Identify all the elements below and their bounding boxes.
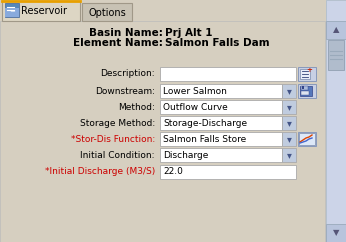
Text: *Stor-Dis Function:: *Stor-Dis Function: <box>71 135 155 144</box>
Text: ▾: ▾ <box>286 102 291 112</box>
Text: Reservoir: Reservoir <box>21 6 67 16</box>
FancyBboxPatch shape <box>298 84 316 98</box>
FancyBboxPatch shape <box>282 116 296 130</box>
Text: Method:: Method: <box>118 103 155 112</box>
FancyBboxPatch shape <box>160 148 282 162</box>
FancyBboxPatch shape <box>160 165 296 179</box>
Text: ▲: ▲ <box>333 25 339 35</box>
FancyBboxPatch shape <box>160 84 282 98</box>
Text: Options: Options <box>88 8 126 18</box>
Text: ▾: ▾ <box>286 150 291 160</box>
FancyBboxPatch shape <box>326 21 346 39</box>
FancyBboxPatch shape <box>282 132 296 146</box>
Text: Outflow Curve: Outflow Curve <box>163 103 228 112</box>
Text: Salmon Falls Store: Salmon Falls Store <box>163 135 246 144</box>
FancyBboxPatch shape <box>2 1 80 21</box>
FancyBboxPatch shape <box>301 91 309 95</box>
Text: Storage Method:: Storage Method: <box>80 119 155 128</box>
Text: Lower Salmon: Lower Salmon <box>163 86 227 96</box>
FancyBboxPatch shape <box>160 67 296 81</box>
Text: Description:: Description: <box>100 69 155 78</box>
Text: ▼: ▼ <box>333 228 339 237</box>
FancyBboxPatch shape <box>326 224 346 242</box>
FancyBboxPatch shape <box>160 116 282 130</box>
FancyBboxPatch shape <box>282 100 296 114</box>
Text: Prj Alt 1: Prj Alt 1 <box>165 28 212 38</box>
Text: Discharge: Discharge <box>163 151 208 159</box>
Text: *Initial Discharge (M3/S): *Initial Discharge (M3/S) <box>45 167 155 176</box>
FancyBboxPatch shape <box>5 3 19 17</box>
Text: ▾: ▾ <box>286 134 291 144</box>
Text: ▾: ▾ <box>286 118 291 128</box>
Text: Element Name:: Element Name: <box>73 38 163 48</box>
Text: Storage-Discharge: Storage-Discharge <box>163 119 247 128</box>
Text: Initial Condition:: Initial Condition: <box>81 151 155 159</box>
FancyBboxPatch shape <box>282 84 296 98</box>
Text: ▾: ▾ <box>286 86 291 96</box>
FancyBboxPatch shape <box>299 133 315 145</box>
FancyBboxPatch shape <box>328 40 344 70</box>
Text: +: + <box>306 67 312 73</box>
FancyBboxPatch shape <box>326 0 346 242</box>
Text: 22.0: 22.0 <box>163 167 183 176</box>
FancyBboxPatch shape <box>298 67 316 81</box>
FancyBboxPatch shape <box>302 86 304 89</box>
FancyBboxPatch shape <box>300 69 310 79</box>
FancyBboxPatch shape <box>160 100 282 114</box>
FancyBboxPatch shape <box>0 21 325 242</box>
FancyBboxPatch shape <box>160 132 282 146</box>
Text: Basin Name:: Basin Name: <box>89 28 163 38</box>
FancyBboxPatch shape <box>300 86 312 96</box>
Text: ~: ~ <box>9 9 15 15</box>
FancyBboxPatch shape <box>5 8 19 17</box>
FancyBboxPatch shape <box>282 148 296 162</box>
FancyBboxPatch shape <box>298 132 316 146</box>
Text: Downstream:: Downstream: <box>95 86 155 96</box>
FancyBboxPatch shape <box>301 86 308 90</box>
Text: Salmon Falls Dam: Salmon Falls Dam <box>165 38 270 48</box>
FancyBboxPatch shape <box>82 3 132 21</box>
